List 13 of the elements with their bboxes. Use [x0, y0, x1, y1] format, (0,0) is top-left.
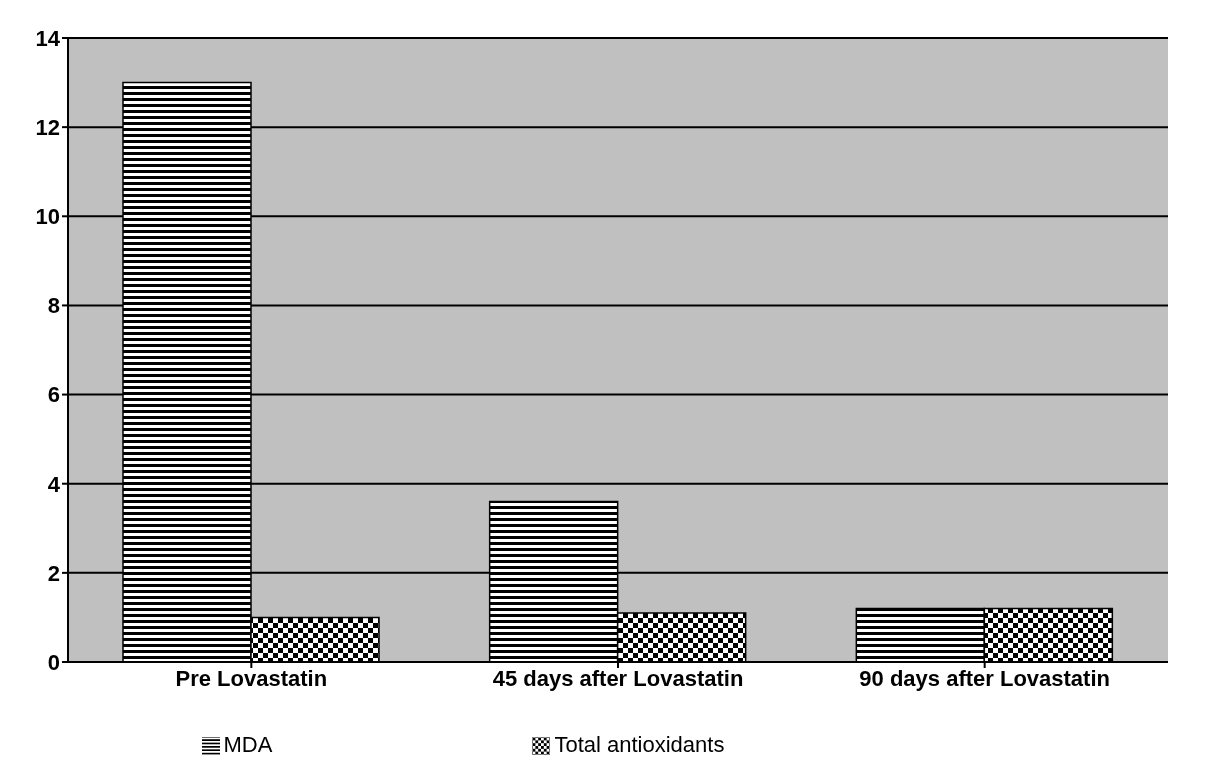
x-tick-label: 90 days after Lovastatin — [859, 665, 1110, 691]
y-tick-label: 10 — [35, 204, 60, 230]
y-tick-label: 2 — [47, 560, 60, 586]
y-tick-label: 0 — [47, 649, 60, 675]
legend-label: Total antioxidants — [554, 732, 725, 757]
x-tick-label: 45 days after Lovastatin — [492, 665, 744, 691]
x-tick-label: Pre Lovastatin — [175, 665, 328, 691]
y-tick-label: 6 — [47, 382, 60, 408]
y-tick-label: 14 — [35, 25, 61, 51]
y-tick-label: 12 — [35, 114, 60, 140]
legend-label: MDA — [223, 732, 273, 757]
y-tick-label: 8 — [47, 293, 60, 319]
y-tick-label: 4 — [47, 471, 61, 497]
